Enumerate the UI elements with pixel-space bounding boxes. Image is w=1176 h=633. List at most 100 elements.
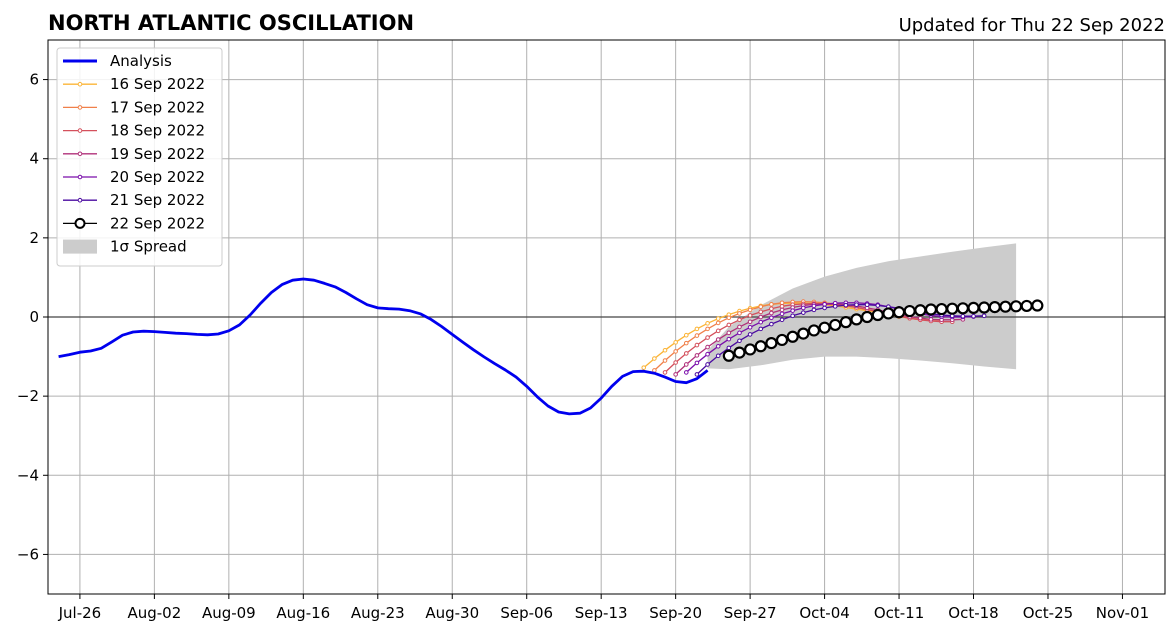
series-point <box>981 313 987 319</box>
series-point <box>811 307 817 313</box>
series-point <box>726 322 732 328</box>
legend-label: 18 Sep 2022 <box>110 122 205 140</box>
legend-entry: 17 Sep 2022 <box>63 98 205 116</box>
series-point <box>801 305 806 311</box>
series-point <box>747 319 753 325</box>
series-point <box>832 304 838 309</box>
series-point <box>662 347 668 353</box>
series-point <box>850 313 863 326</box>
series-point <box>779 311 785 317</box>
series-point <box>747 332 753 337</box>
series-point <box>705 326 710 332</box>
series-point <box>694 360 700 366</box>
series-point <box>737 324 742 330</box>
series-point <box>779 304 785 309</box>
series-point <box>705 344 710 350</box>
legend-label: 20 Sep 2022 <box>110 168 205 186</box>
legend-box <box>56 47 223 267</box>
legend-swatch <box>63 239 97 254</box>
legend-entry: 19 Sep 2022 <box>63 145 205 163</box>
series-point <box>715 316 721 321</box>
x-tick-label: Jul-26 <box>58 604 102 622</box>
series-point <box>673 340 678 345</box>
series-point <box>790 313 795 319</box>
y-tick-label: 0 <box>29 308 39 326</box>
series-point <box>914 304 927 317</box>
series-point <box>854 302 859 308</box>
series-point <box>843 302 849 308</box>
series-point <box>758 309 764 315</box>
x-tick-label: Aug-16 <box>276 604 330 622</box>
series-point <box>694 353 700 358</box>
series-point <box>673 372 678 377</box>
y-tick-label: −6 <box>17 545 39 563</box>
y-tick-label: −4 <box>17 466 39 484</box>
series-point <box>988 301 1001 314</box>
series-line <box>664 302 953 373</box>
series-point <box>769 315 774 321</box>
chart-title: NORTH ATLANTIC OSCILLATION <box>48 11 414 35</box>
series-point <box>754 340 767 353</box>
series-point <box>779 317 785 323</box>
legend-label: 17 Sep 2022 <box>110 98 205 116</box>
series-line <box>675 303 963 375</box>
series-point <box>733 346 746 359</box>
series-point <box>683 370 689 375</box>
series-point <box>662 370 668 375</box>
series-point <box>747 324 753 330</box>
x-tick-label: Aug-23 <box>351 604 405 622</box>
series-point <box>769 302 774 307</box>
series-point <box>801 310 806 315</box>
series-point <box>705 321 710 326</box>
legend: Analysis 16 Sep 2022 17 Sep 2022 18 Sep 202… <box>56 47 223 267</box>
series-point <box>715 353 721 359</box>
y-tick-label: 6 <box>29 71 39 89</box>
series-point <box>971 313 976 319</box>
series-point <box>960 313 966 319</box>
legend-entry: 18 Sep 2022 <box>63 122 205 140</box>
x-tick-label: Aug-09 <box>202 604 256 622</box>
series-point <box>694 372 700 377</box>
legend-marker <box>77 105 83 110</box>
legend-label: 22 Sep 2022 <box>110 214 205 232</box>
legend-label: 1σ Spread <box>110 238 187 256</box>
legend-marker <box>77 81 83 87</box>
series-line <box>696 304 985 375</box>
chart-subtitle: Updated for Thu 22 Sep 2022 <box>899 15 1165 36</box>
series-point <box>705 362 710 367</box>
series-point <box>694 326 700 332</box>
series-point <box>722 349 735 362</box>
legend-marker <box>77 151 83 157</box>
series-point <box>818 321 831 334</box>
series-point <box>839 316 852 329</box>
series-point <box>715 343 721 349</box>
series-point <box>641 365 647 370</box>
series-point <box>918 315 923 321</box>
series-point <box>978 301 991 314</box>
series-point <box>758 314 764 320</box>
series-point <box>705 335 710 340</box>
series-point <box>892 306 906 319</box>
y-tick-label: 2 <box>29 229 39 247</box>
series-point <box>747 313 753 318</box>
series-point <box>875 303 881 308</box>
legend-marker <box>74 217 86 229</box>
legend-entry: 21 Sep 2022 <box>63 191 205 209</box>
series-point <box>882 307 895 320</box>
series-point <box>779 300 785 306</box>
series-point <box>694 333 700 338</box>
series-point <box>705 351 710 357</box>
x-tick-label: Oct-11 <box>874 604 924 622</box>
series-point <box>726 336 732 342</box>
legend-entry: 22 Sep 2022 <box>63 214 205 232</box>
series-point <box>822 305 827 311</box>
x-tick-label: Sep-06 <box>500 604 553 622</box>
analysis-line <box>58 277 709 416</box>
legend-label: 16 Sep 2022 <box>110 75 205 93</box>
series-point <box>946 302 959 315</box>
series-point <box>924 303 938 316</box>
legend-entry: Analysis <box>63 52 172 70</box>
series-point <box>928 317 934 322</box>
series-point <box>715 320 721 326</box>
series-point <box>769 310 774 316</box>
